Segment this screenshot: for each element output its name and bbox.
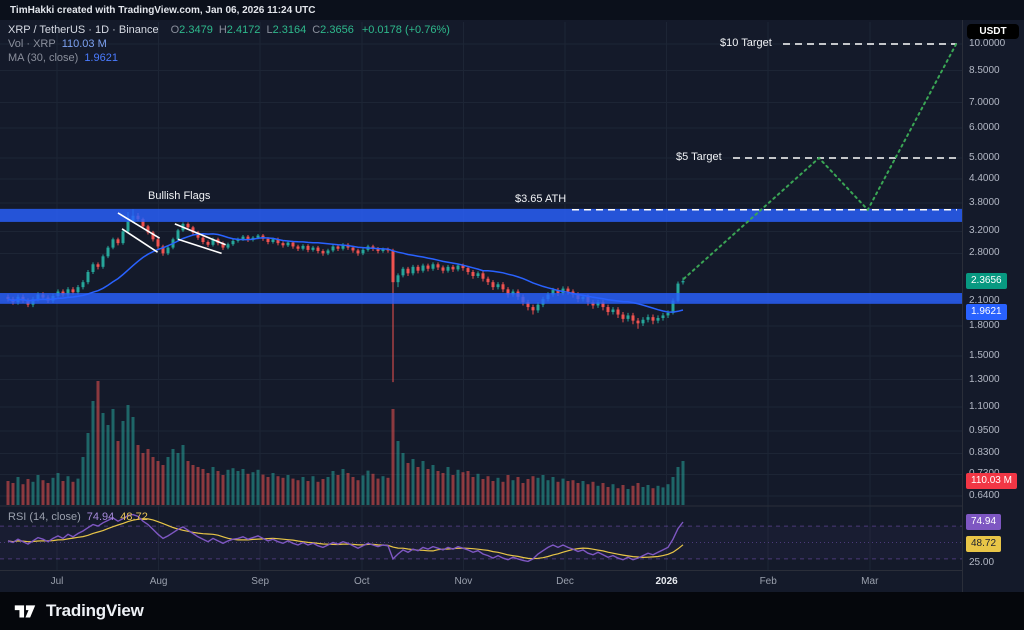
volume-badge: 110.03 M <box>966 473 1017 489</box>
tradingview-logo-icon[interactable] <box>12 598 38 624</box>
price-tick: 2.8000 <box>969 247 1000 259</box>
price-tick: 2.1000 <box>969 294 1000 306</box>
open-label: O <box>170 24 180 36</box>
price-tick: 1.5000 <box>969 350 1000 361</box>
time-tick: Feb <box>759 576 777 587</box>
ma-value: 1.9621 <box>84 52 118 64</box>
ma-price-badge: 1.9621 <box>966 303 1007 320</box>
price-tick: 4.4000 <box>969 173 1000 185</box>
close-value: 2.3656 <box>320 24 354 36</box>
legend-ma-row: MA (30, close) 1.9621 <box>8 51 450 65</box>
bullish-flags-annotation[interactable]: Bullish Flags <box>148 190 211 202</box>
price-tick: 7.0000 <box>969 96 1000 108</box>
price-tick: 0.9500 <box>969 425 1000 437</box>
price-tick: 1.8000 <box>969 320 1000 332</box>
time-tick: Dec <box>556 576 574 587</box>
chart-canvas[interactable] <box>0 0 962 592</box>
rsi-legend: RSI (14, close) 74.94 48.72 <box>8 511 148 523</box>
time-tick: Sep <box>251 576 270 587</box>
price-tick: 0.6400 <box>969 490 1000 502</box>
low-label: L <box>266 24 273 36</box>
close-label: C <box>312 24 321 36</box>
symbol-title[interactable]: XRP / TetherUS · 1D · Binance <box>8 24 159 36</box>
price-tick: 3.8000 <box>969 197 1000 209</box>
open-value: 2.3479 <box>179 24 213 36</box>
time-tick: Mar <box>861 576 879 587</box>
footer-bar: TradingView <box>0 592 1024 630</box>
attribution-bar: TimHakki created with TradingView.com, J… <box>0 0 1024 20</box>
price-tick: 10.0000 <box>969 38 1006 49</box>
rsi-ma-value-badge: 48.72 <box>966 535 1002 552</box>
legend-symbol-row: XRP / TetherUS · 1D · Binance O2.3479 H2.4… <box>8 23 450 37</box>
time-axis[interactable]: Jul Aug Sep Oct Nov Dec 2026 Feb Mar <box>0 570 962 593</box>
high-label: H <box>218 24 227 36</box>
price-tick: 1.1000 <box>969 401 1000 413</box>
currency-unit-toggle[interactable]: USDT <box>967 24 1019 39</box>
time-tick: Jul <box>50 576 64 587</box>
price-tick: 3.2000 <box>969 225 1000 237</box>
time-tick: Oct <box>354 576 370 587</box>
rsi-value-badge: 74.94 <box>966 514 1002 531</box>
time-tick: 2026 <box>655 576 678 587</box>
legend-volume-row: Vol · XRP 110.03 M <box>8 37 450 51</box>
rsi-ma-value: 48.72 <box>120 511 148 523</box>
target-10-label[interactable]: $10 Target <box>720 37 772 49</box>
attribution-text: TimHakki created with TradingView.com, J… <box>10 4 316 16</box>
volume-value: 110.03 M <box>61 38 107 50</box>
chart-legend: XRP / TetherUS · 1D · Binance O2.3479 H2.4… <box>8 23 450 65</box>
price-tick: 0.8300 <box>969 447 1000 459</box>
price-scale[interactable]: USDT 2.3656 1.9621 110.03 M 74.94 48.72 … <box>962 20 1024 592</box>
time-tick: Nov <box>454 576 473 587</box>
high-value: 2.4172 <box>226 24 261 36</box>
tradingview-wordmark[interactable]: TradingView <box>46 601 144 620</box>
price-tick: 6.0000 <box>969 122 1000 133</box>
price-tick: 1.3000 <box>969 373 1000 385</box>
ath-annotation-label[interactable]: $3.65 ATH <box>515 192 567 205</box>
last-price-badge: 2.3656 <box>966 273 1007 290</box>
time-tick: Aug <box>149 576 168 587</box>
target-5-label[interactable]: $5 Target <box>676 151 722 163</box>
price-tick: 5.0000 <box>969 152 1000 163</box>
rsi-scale-tick: 25.00 <box>969 557 995 568</box>
change-value: +0.0178 (+0.76%) <box>361 24 450 36</box>
rsi-label: RSI (14, close) <box>8 511 81 523</box>
low-value: 2.3164 <box>272 24 307 36</box>
rsi-value: 74.94 <box>86 511 115 523</box>
volume-label: Vol · XRP <box>8 38 56 50</box>
price-tick: 8.5000 <box>969 64 1000 76</box>
ma-label: MA (30, close) <box>8 52 79 64</box>
